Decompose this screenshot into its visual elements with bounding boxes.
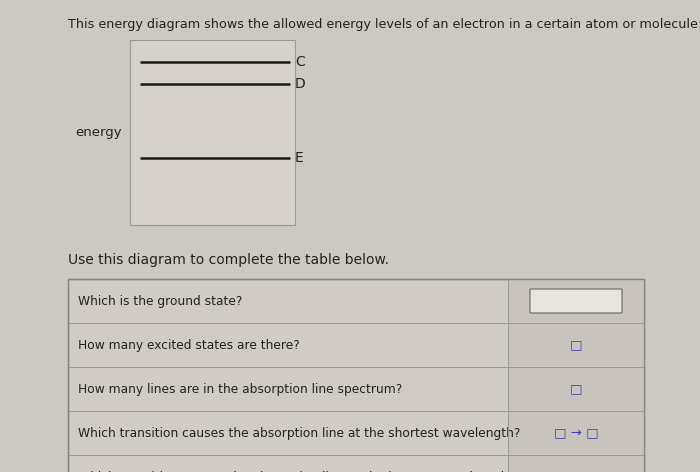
FancyBboxPatch shape xyxy=(530,289,622,313)
Text: energy: energy xyxy=(76,126,122,139)
Text: □: □ xyxy=(570,382,582,396)
Text: ⌄: ⌄ xyxy=(607,295,617,307)
Text: Use this diagram to complete the table below.: Use this diagram to complete the table b… xyxy=(68,253,389,267)
Bar xyxy=(68,279,644,472)
Text: □ → □: □ → □ xyxy=(554,427,598,439)
Bar xyxy=(508,279,644,472)
Text: (pick one): (pick one) xyxy=(542,296,598,306)
Text: Which is the ground state?: Which is the ground state? xyxy=(78,295,242,307)
Text: E: E xyxy=(295,151,304,165)
Bar xyxy=(68,279,644,472)
Text: D: D xyxy=(295,77,306,91)
Text: How many excited states are there?: How many excited states are there? xyxy=(78,338,300,352)
Text: This energy diagram shows the allowed energy levels of an electron in a certain : This energy diagram shows the allowed en… xyxy=(68,18,700,31)
Text: Which transition causes the absorption line at the longest wavelength?: Which transition causes the absorption l… xyxy=(78,471,515,472)
Text: □: □ xyxy=(570,338,582,352)
Text: □ → □: □ → □ xyxy=(554,471,598,472)
Text: How many lines are in the absorption line spectrum?: How many lines are in the absorption lin… xyxy=(78,382,402,396)
Text: C: C xyxy=(295,55,304,69)
Text: Which transition causes the absorption line at the shortest wavelength?: Which transition causes the absorption l… xyxy=(78,427,520,439)
Bar xyxy=(130,40,295,225)
